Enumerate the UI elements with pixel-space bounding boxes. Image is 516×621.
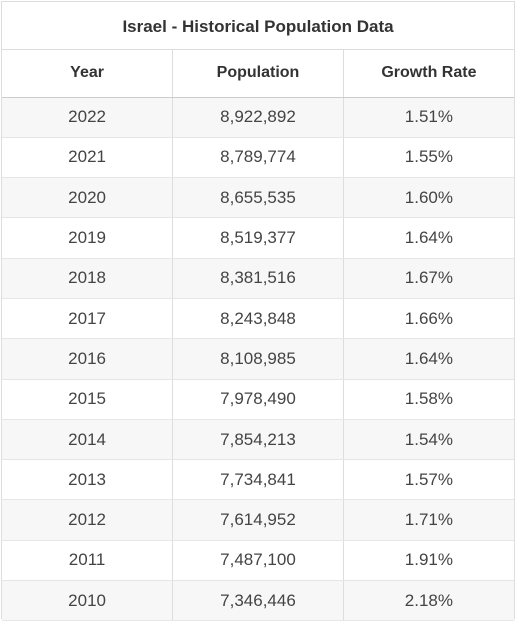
population-cell: 7,487,100 bbox=[172, 540, 344, 582]
growth-rate-cell: 1.66% bbox=[343, 298, 514, 340]
growth-rate-cell: 1.54% bbox=[343, 419, 514, 461]
table-row: 2010 7,346,446 2.18% bbox=[2, 580, 514, 621]
population-cell: 8,108,985 bbox=[172, 338, 344, 380]
population-cell: 8,655,535 bbox=[172, 177, 344, 219]
population-cell: 7,346,446 bbox=[172, 580, 344, 621]
growth-rate-cell: 1.71% bbox=[343, 499, 514, 541]
table-row: 2017 8,243,848 1.66% bbox=[2, 298, 514, 340]
year-cell: 2019 bbox=[2, 217, 174, 259]
year-cell: 2011 bbox=[2, 540, 174, 582]
column-header-population[interactable]: Population bbox=[172, 50, 344, 98]
column-header-year[interactable]: Year bbox=[2, 50, 174, 98]
year-cell: 2021 bbox=[2, 137, 174, 179]
population-cell: 7,614,952 bbox=[172, 499, 344, 541]
growth-rate-cell: 1.67% bbox=[343, 258, 514, 299]
table-row: 2018 8,381,516 1.67% bbox=[2, 258, 514, 299]
table-row: 2015 7,978,490 1.58% bbox=[2, 379, 514, 420]
growth-rate-cell: 1.55% bbox=[343, 137, 514, 179]
year-cell: 2016 bbox=[2, 338, 174, 380]
year-cell: 2015 bbox=[2, 379, 174, 420]
population-cell: 7,978,490 bbox=[172, 379, 344, 420]
growth-rate-cell: 1.57% bbox=[343, 459, 514, 501]
table-header-row: Year Population Growth Rate bbox=[2, 50, 514, 98]
table-row: 2012 7,614,952 1.71% bbox=[2, 499, 514, 541]
growth-rate-cell: 2.18% bbox=[343, 580, 514, 621]
table-row: 2020 8,655,535 1.60% bbox=[2, 177, 514, 219]
year-cell: 2013 bbox=[2, 459, 174, 501]
year-cell: 2012 bbox=[2, 499, 174, 541]
table-row: 2011 7,487,100 1.91% bbox=[2, 540, 514, 582]
year-cell: 2010 bbox=[2, 580, 174, 621]
year-cell: 2022 bbox=[2, 97, 174, 138]
year-cell: 2014 bbox=[2, 419, 174, 461]
table-title: Israel - Historical Population Data bbox=[2, 1, 514, 50]
table-row: 2022 8,922,892 1.51% bbox=[2, 97, 514, 138]
table-row: 2019 8,519,377 1.64% bbox=[2, 217, 514, 259]
population-cell: 7,734,841 bbox=[172, 459, 344, 501]
population-cell: 7,854,213 bbox=[172, 419, 344, 461]
population-cell: 8,381,516 bbox=[172, 258, 344, 299]
year-cell: 2020 bbox=[2, 177, 174, 219]
population-table: Year Population Growth Rate 2022 8,922,8… bbox=[2, 50, 514, 621]
table-row: 2016 8,108,985 1.64% bbox=[2, 338, 514, 380]
growth-rate-cell: 1.51% bbox=[343, 97, 514, 138]
column-header-growth-rate[interactable]: Growth Rate bbox=[343, 50, 514, 98]
population-cell: 8,519,377 bbox=[172, 217, 344, 259]
year-cell: 2018 bbox=[2, 258, 174, 299]
population-cell: 8,789,774 bbox=[172, 137, 344, 179]
population-cell: 8,243,848 bbox=[172, 298, 344, 340]
population-cell: 8,922,892 bbox=[172, 97, 344, 138]
growth-rate-cell: 1.64% bbox=[343, 217, 514, 259]
table-row: 2021 8,789,774 1.55% bbox=[2, 137, 514, 179]
growth-rate-cell: 1.58% bbox=[343, 379, 514, 420]
table-body: 2022 8,922,892 1.51% 2021 8,789,774 1.55… bbox=[2, 97, 514, 621]
growth-rate-cell: 1.91% bbox=[343, 540, 514, 582]
table-row: 2014 7,854,213 1.54% bbox=[2, 419, 514, 461]
year-cell: 2017 bbox=[2, 298, 174, 340]
growth-rate-cell: 1.60% bbox=[343, 177, 514, 219]
table-row: 2013 7,734,841 1.57% bbox=[2, 459, 514, 501]
growth-rate-cell: 1.64% bbox=[343, 338, 514, 380]
